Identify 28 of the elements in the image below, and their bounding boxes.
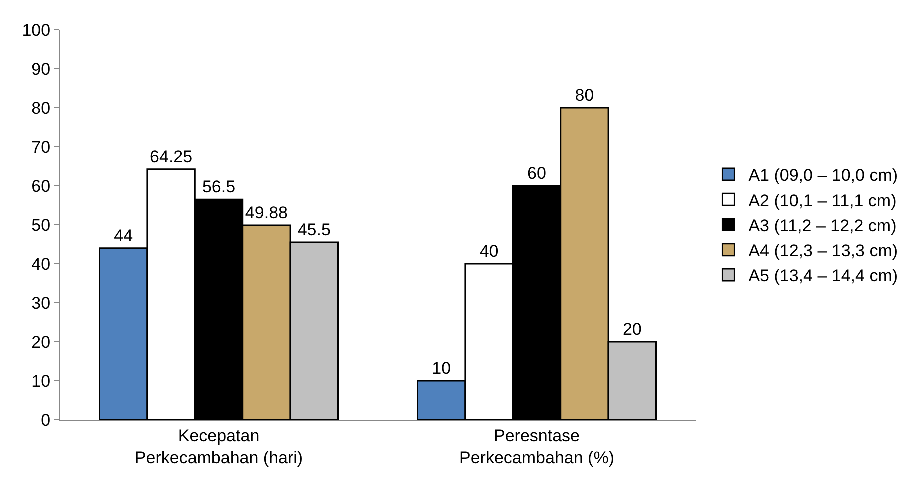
legend-label: A5 (13,4 – 14,4 cm)	[748, 266, 898, 286]
y-tick-label: 10	[32, 372, 51, 391]
data-label: 64.25	[150, 147, 193, 166]
legend-label: A3 (11,2 – 12,2 cm)	[748, 216, 897, 236]
y-tick-label: 90	[32, 60, 51, 79]
y-tick-label: 100	[22, 20, 51, 40]
data-label: 49.88	[245, 203, 288, 222]
y-tick-label: 0	[41, 410, 51, 430]
data-label: 80	[575, 86, 594, 105]
y-tick-label: 60	[32, 176, 51, 196]
y-tick-label: 40	[32, 254, 51, 274]
y-tick-label: 50	[32, 216, 51, 235]
data-label: 44	[114, 226, 134, 246]
x-tick-label: Kecepatan Perkecambahan (hari)	[134, 426, 304, 468]
x-tick-label: Peresntase Perkecambahan (%)	[460, 426, 614, 468]
data-label: 56.5	[202, 178, 236, 197]
y-tick-label: 70	[32, 138, 51, 157]
y-tick-label: 20	[32, 332, 51, 352]
y-tick-label: 30	[32, 294, 51, 313]
data-label: 40	[480, 242, 499, 261]
data-label: 20	[622, 320, 642, 339]
data-label: 45.5	[298, 220, 331, 240]
legend-label: A2 (10,1 – 11,1 cm)	[748, 191, 897, 210]
y-tick-label: 80	[32, 98, 51, 118]
legend-label: A1 (09,0 – 10,0 cm)	[748, 166, 898, 186]
data-label: 10	[432, 359, 452, 378]
legend-label: A4 (12,3 – 13,3 cm)	[748, 241, 898, 260]
data-label: 60	[528, 164, 546, 183]
